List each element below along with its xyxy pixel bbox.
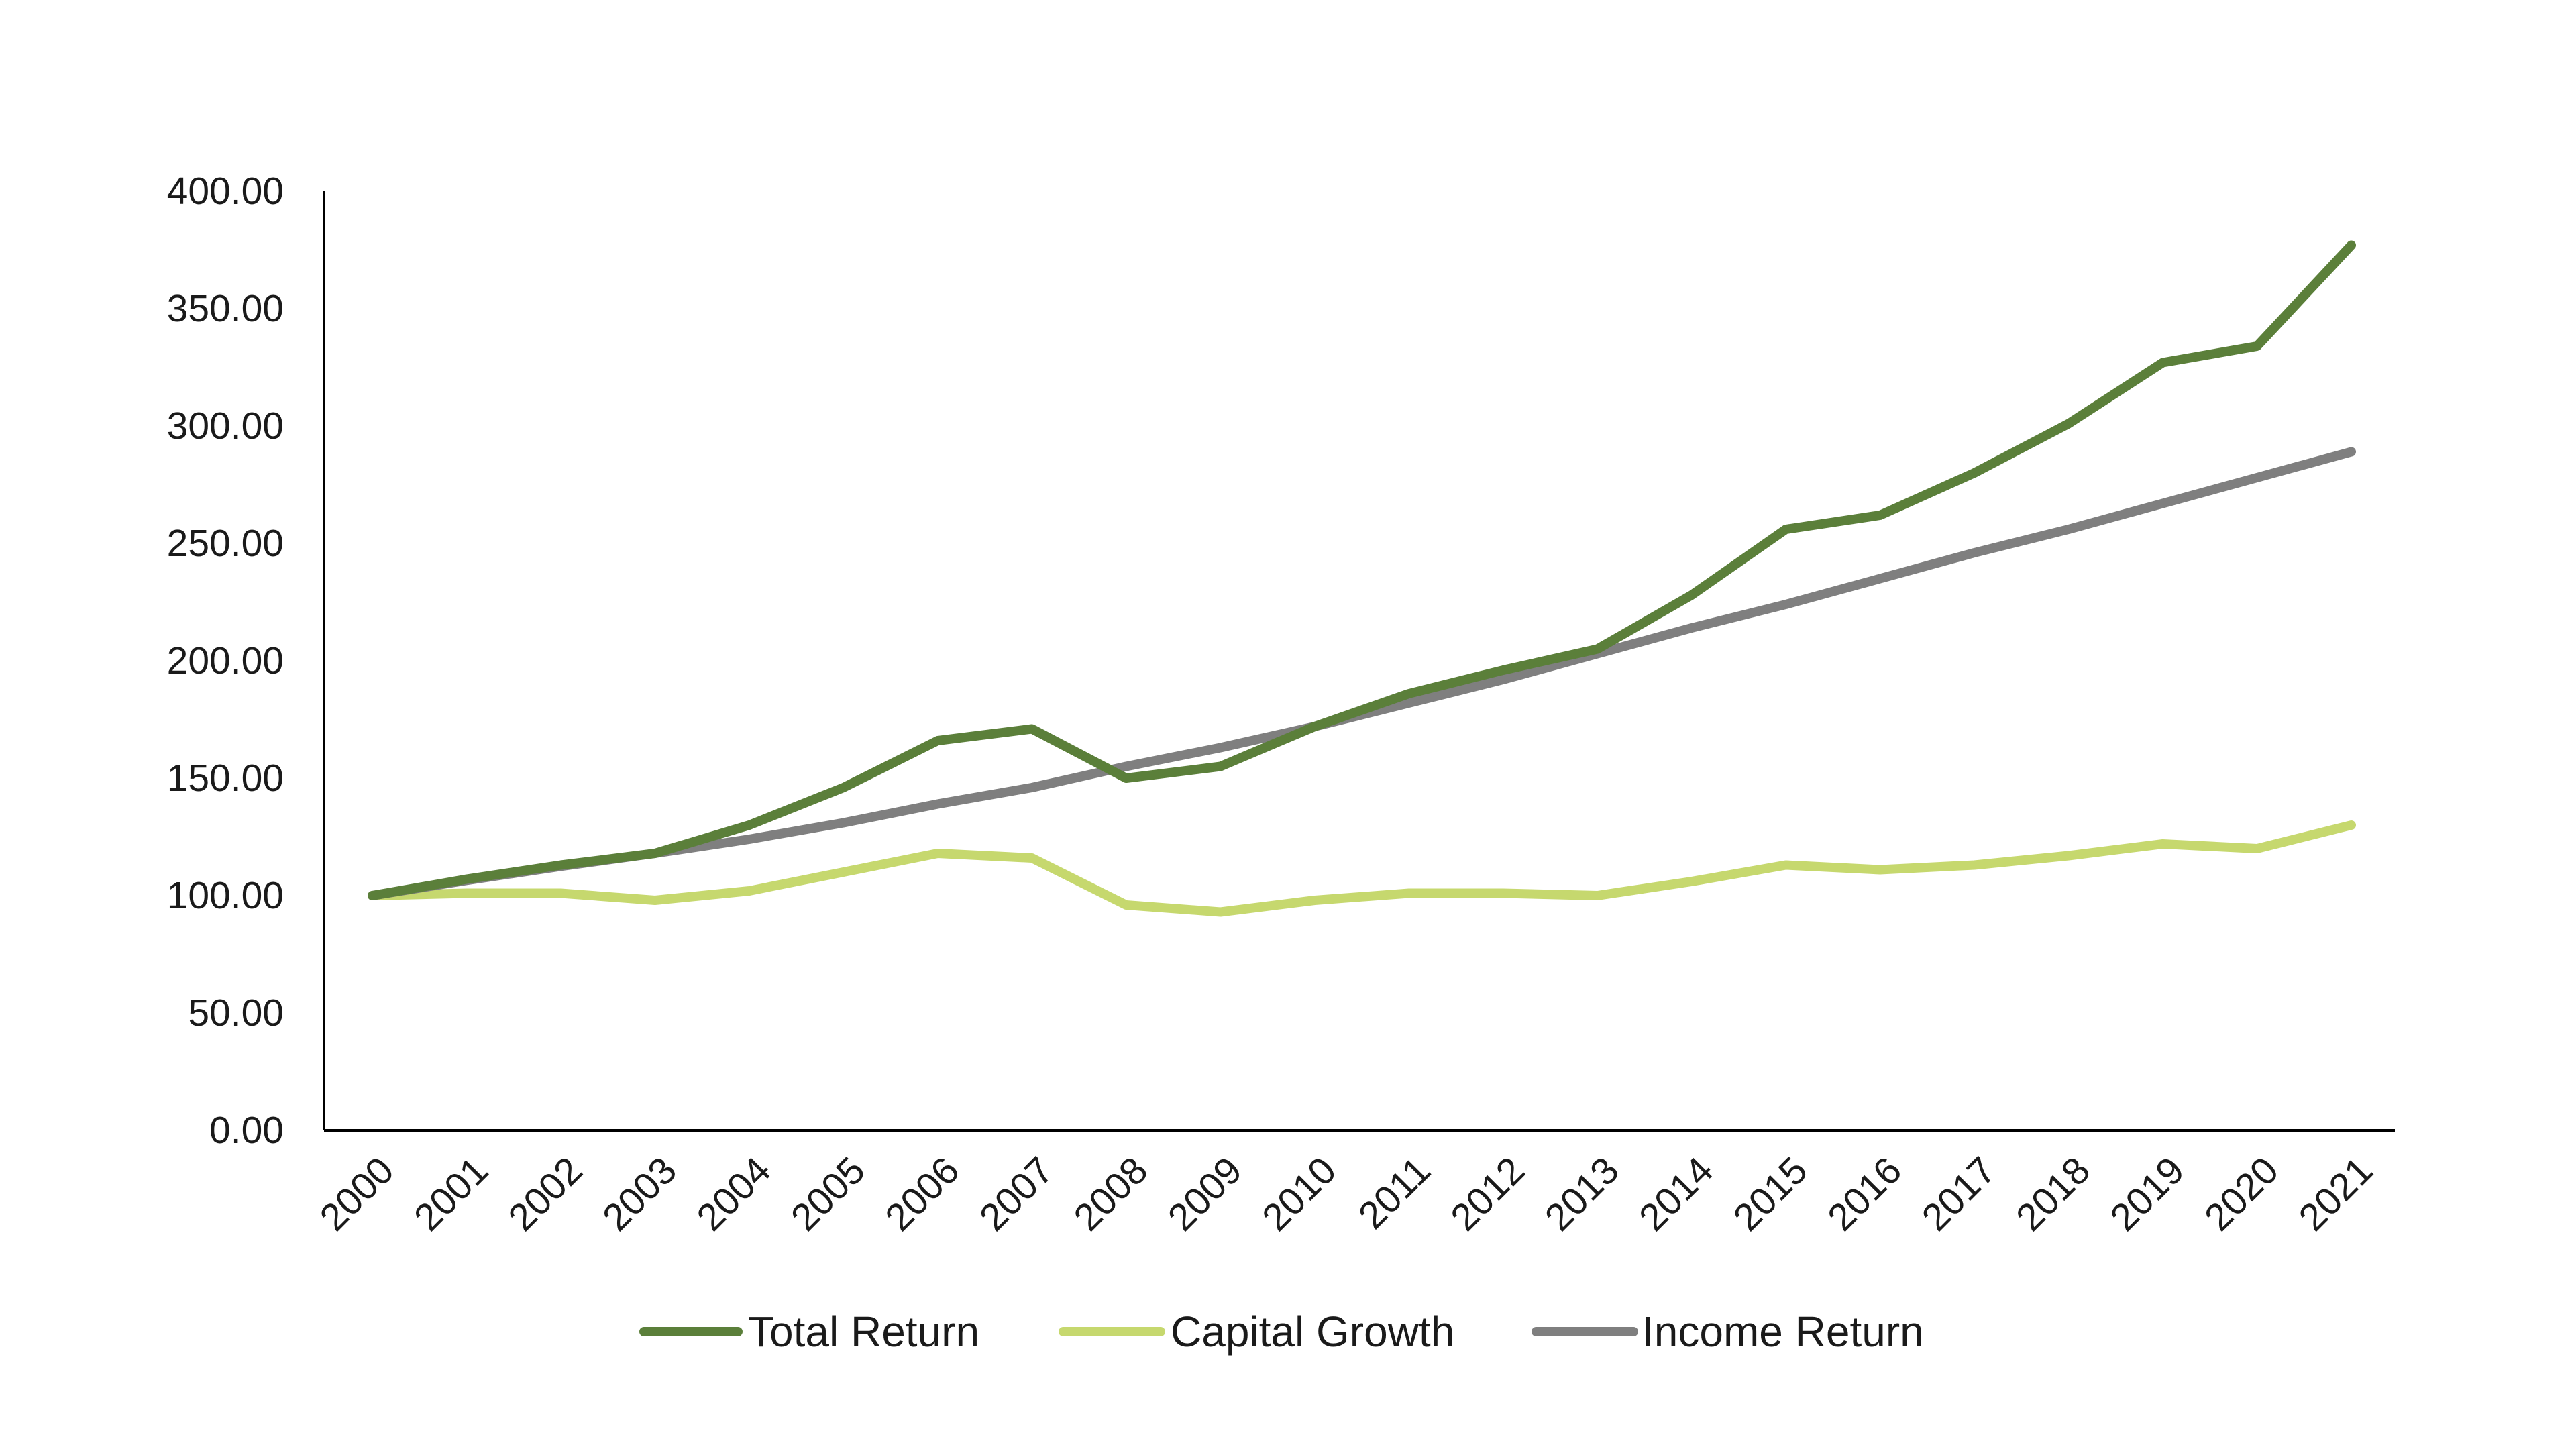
x-tick-label: 2010 (1254, 1148, 1344, 1239)
x-tick-label: 2002 (500, 1148, 591, 1239)
x-tick-label: 2020 (2196, 1148, 2287, 1239)
y-tick-label: 250.00 (167, 522, 284, 565)
x-tick-label: 2013 (1537, 1148, 1627, 1239)
series-line-total-return (368, 240, 2356, 900)
legend-item: Capital Growth (1059, 1307, 1454, 1356)
legend-label: Capital Growth (1171, 1307, 1454, 1356)
x-tick-label: 2016 (1819, 1148, 1910, 1239)
legend-label: Income Return (1642, 1307, 1924, 1356)
x-tick-label: 2015 (1725, 1148, 1816, 1239)
series-lines (368, 240, 2356, 917)
x-tick-label: 2005 (783, 1148, 873, 1239)
x-tick-label: 2014 (1631, 1148, 1721, 1239)
y-tick-label: 100.00 (167, 874, 284, 917)
x-tick-label: 2018 (2008, 1148, 2098, 1239)
legend-item: Total Return (639, 1307, 979, 1356)
x-tick-label: 2007 (971, 1148, 1062, 1239)
x-tick-label: 2000 (312, 1148, 402, 1239)
series-line-capital-growth (368, 820, 2356, 917)
y-tick-label: 400.00 (167, 170, 284, 213)
x-axis-tick-labels: 2000 2001 2002 2003 2004 2005 2006 2007 2008 2009… (312, 1148, 2381, 1239)
y-tick-label: 50.00 (188, 991, 284, 1034)
legend: Total Return Capital Growth Income Return (639, 1307, 1924, 1356)
x-tick-label: 2017 (1914, 1148, 2004, 1239)
y-tick-label: 300.00 (167, 405, 284, 447)
x-tick-label: 2019 (2102, 1148, 2193, 1239)
series-line-income-return (368, 447, 2356, 900)
y-axis-tick-labels: 0.00 50.00 100.00 150.00 200.00 250.00 300.00 3… (167, 170, 284, 1152)
y-tick-label: 200.00 (167, 639, 284, 682)
x-tick-label: 2021 (2291, 1148, 2381, 1239)
y-tick-label: 0.00 (209, 1109, 284, 1152)
x-tick-label: 2001 (406, 1148, 496, 1239)
x-tick-label: 2012 (1442, 1148, 1533, 1239)
legend-label: Total Return (748, 1307, 979, 1356)
x-tick-label: 2004 (689, 1148, 780, 1239)
x-tick-label: 2006 (877, 1148, 968, 1239)
x-tick-label: 2003 (594, 1148, 685, 1239)
x-tick-label: 2008 (1066, 1148, 1157, 1239)
x-tick-label: 2009 (1160, 1148, 1250, 1239)
y-tick-label: 350.00 (167, 287, 284, 330)
legend-item: Income Return (1532, 1307, 1924, 1356)
x-tick-label: 2011 (1350, 1148, 1439, 1237)
y-tick-label: 150.00 (167, 757, 284, 800)
